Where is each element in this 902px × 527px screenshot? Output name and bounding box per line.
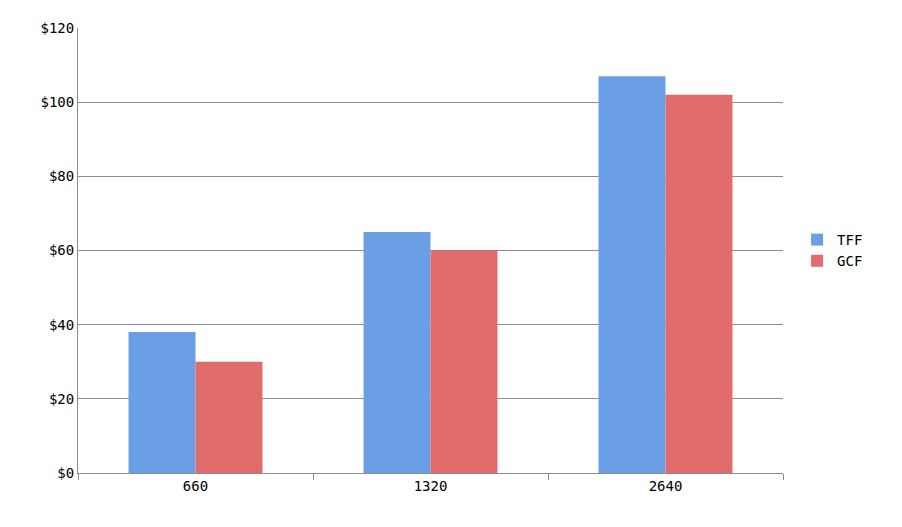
svg-text:$40: $40 [49, 317, 74, 333]
svg-text:$120: $120 [40, 20, 74, 36]
svg-text:660: 660 [183, 478, 208, 494]
svg-text:$80: $80 [49, 168, 74, 184]
svg-text:$20: $20 [49, 391, 74, 407]
svg-text:TFF: TFF [837, 232, 862, 248]
svg-text:$0: $0 [57, 465, 74, 481]
svg-text:GCF: GCF [837, 253, 862, 269]
svg-text:2640: 2640 [649, 478, 683, 494]
svg-text:1320: 1320 [414, 478, 448, 494]
svg-text:$60: $60 [49, 242, 74, 258]
svg-text:$100: $100 [40, 94, 74, 110]
